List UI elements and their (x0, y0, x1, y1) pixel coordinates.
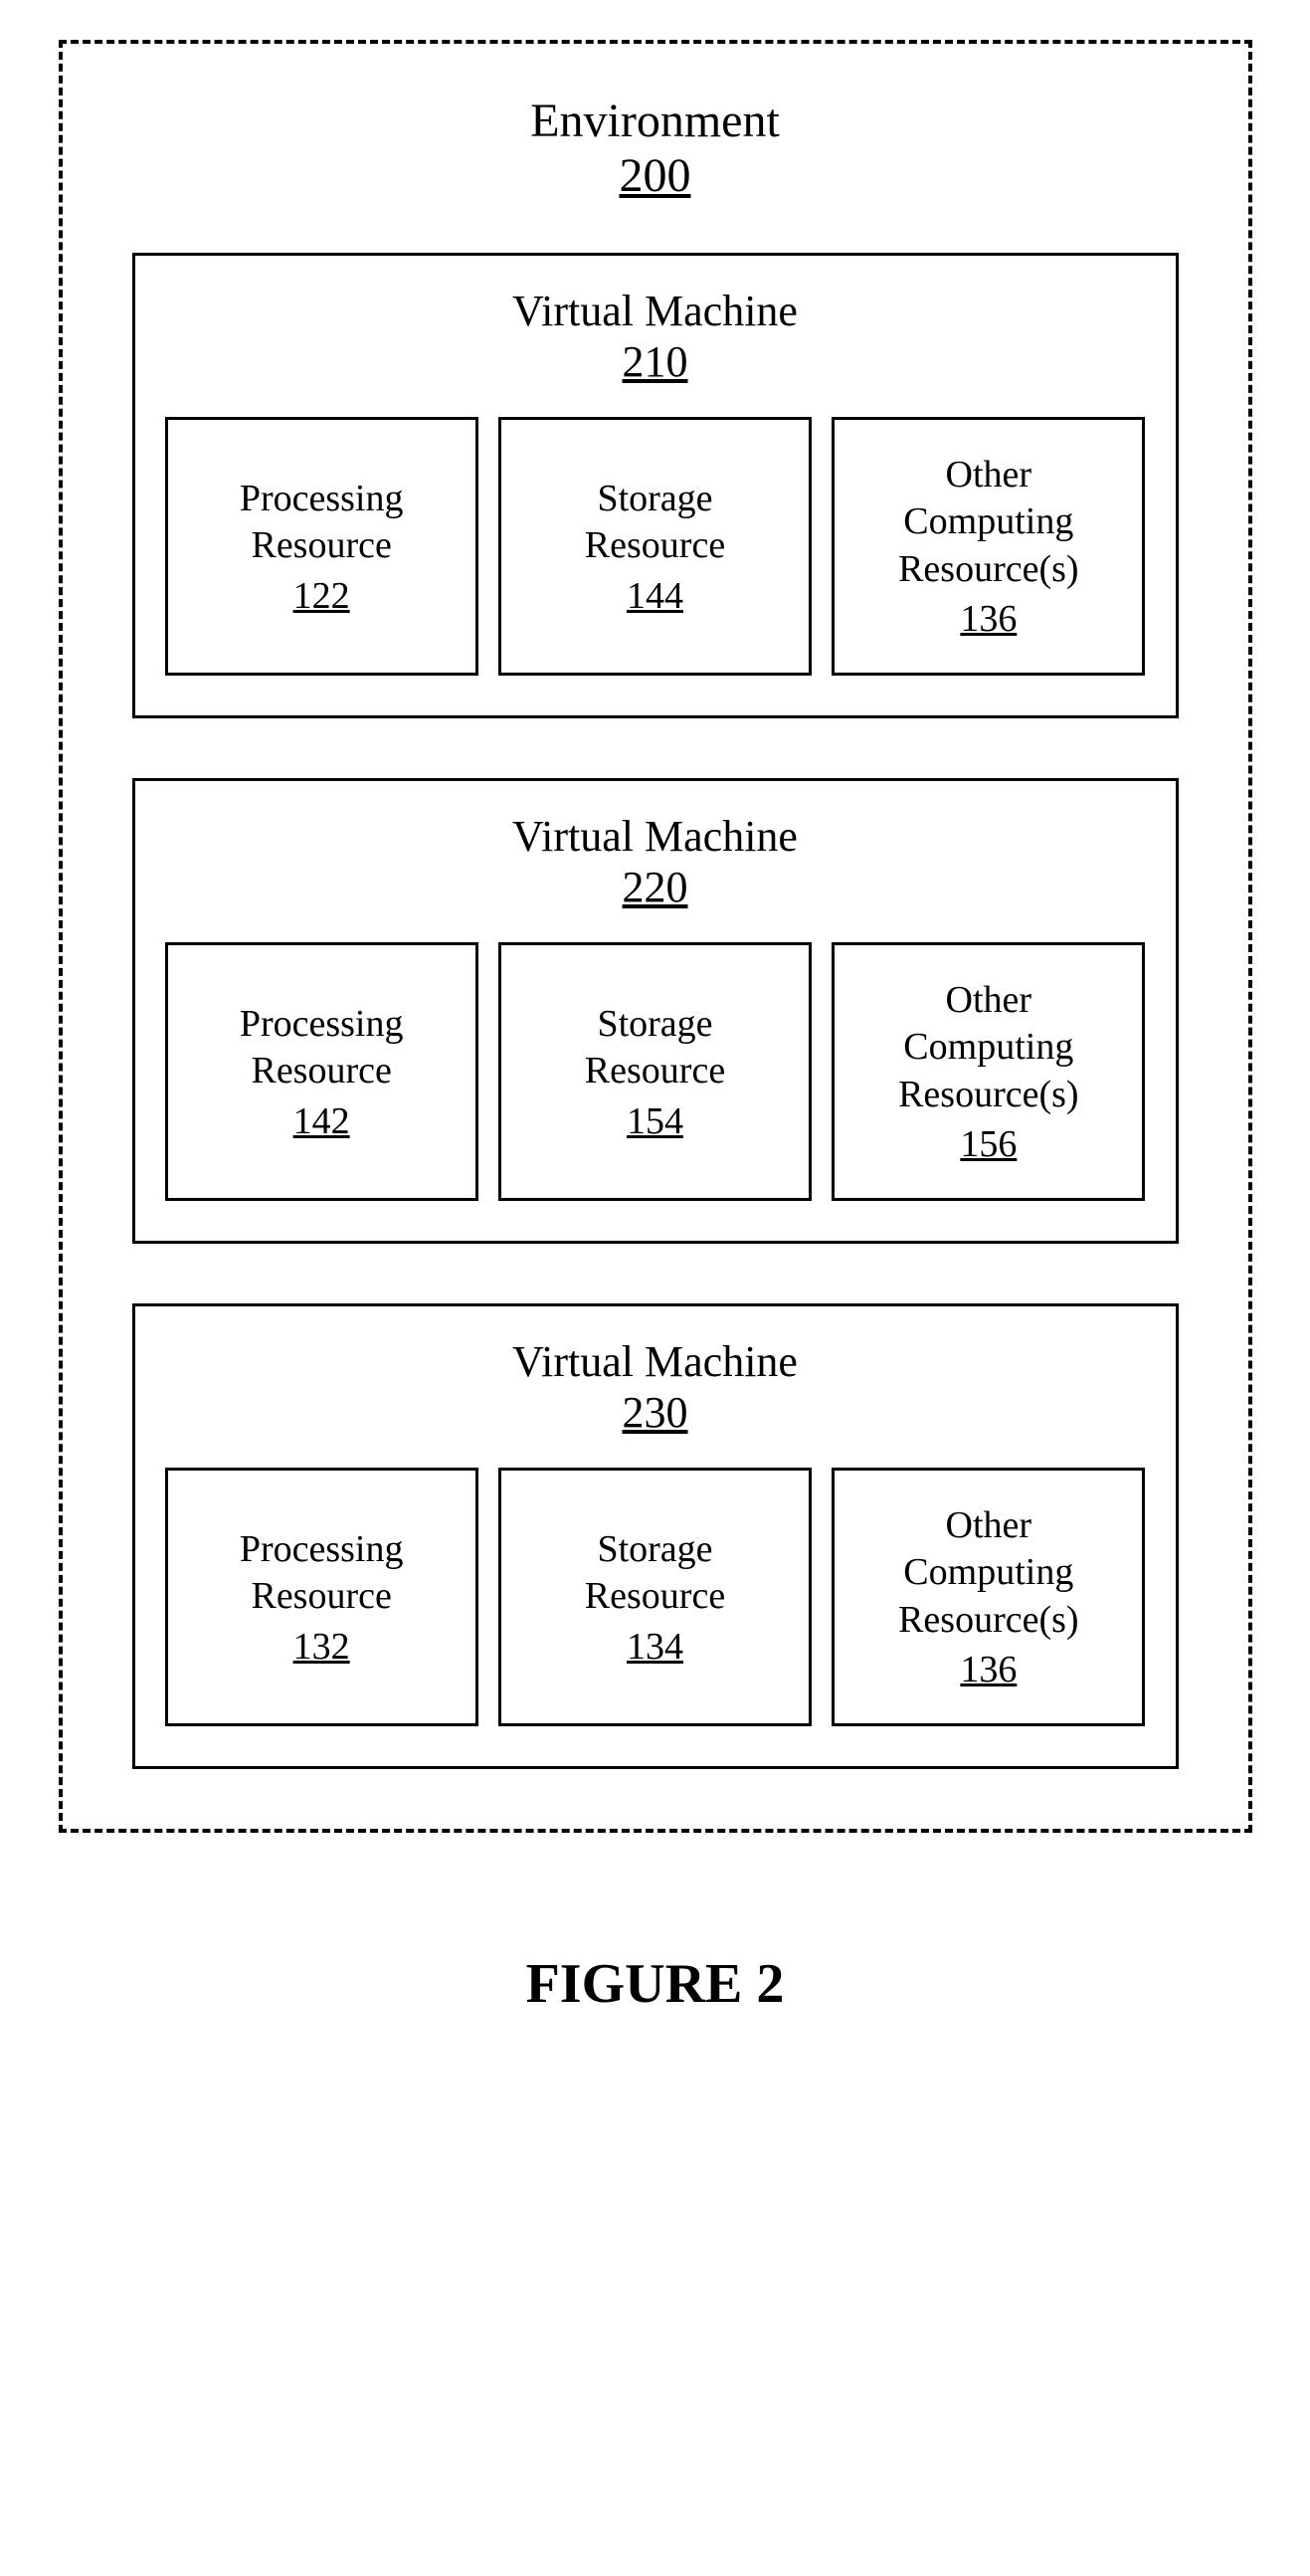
other-resource: Other Computing Resource(s) 136 (832, 417, 1145, 676)
resource-row: Processing Resource 132 Storage Resource… (165, 1468, 1146, 1726)
vm-title-text: Virtual Machine (165, 811, 1146, 862)
storage-resource: Storage Resource 144 (498, 417, 812, 676)
vm-number: 230 (165, 1387, 1146, 1438)
environment-container: Environment 200 Virtual Machine 210 Proc… (59, 40, 1252, 1833)
environment-number: 200 (132, 148, 1179, 203)
vm-number: 210 (165, 336, 1146, 387)
resource-row: Processing Resource 142 Storage Resource… (165, 942, 1146, 1201)
vm-block: Virtual Machine 220 Processing Resource … (132, 778, 1179, 1244)
vm-title: Virtual Machine 210 (165, 286, 1146, 387)
vm-title: Virtual Machine 220 (165, 811, 1146, 912)
vm-title: Virtual Machine 230 (165, 1336, 1146, 1438)
vm-block: Virtual Machine 230 Processing Resource … (132, 1303, 1179, 1769)
processing-resource: Processing Resource 132 (165, 1468, 478, 1726)
storage-resource: Storage Resource 154 (498, 942, 812, 1201)
figure-caption: FIGURE 2 (20, 1952, 1290, 2016)
storage-resource: Storage Resource 134 (498, 1468, 812, 1726)
vm-title-text: Virtual Machine (165, 1336, 1146, 1387)
other-resource: Other Computing Resource(s) 136 (832, 1468, 1145, 1726)
processing-resource: Processing Resource 142 (165, 942, 478, 1201)
vm-block: Virtual Machine 210 Processing Resource … (132, 253, 1179, 718)
other-resource: Other Computing Resource(s) 156 (832, 942, 1145, 1201)
vm-number: 220 (165, 862, 1146, 912)
processing-resource: Processing Resource 122 (165, 417, 478, 676)
environment-title-text: Environment (132, 94, 1179, 148)
vm-title-text: Virtual Machine (165, 286, 1146, 336)
environment-title: Environment 200 (132, 94, 1179, 203)
resource-row: Processing Resource 122 Storage Resource… (165, 417, 1146, 676)
